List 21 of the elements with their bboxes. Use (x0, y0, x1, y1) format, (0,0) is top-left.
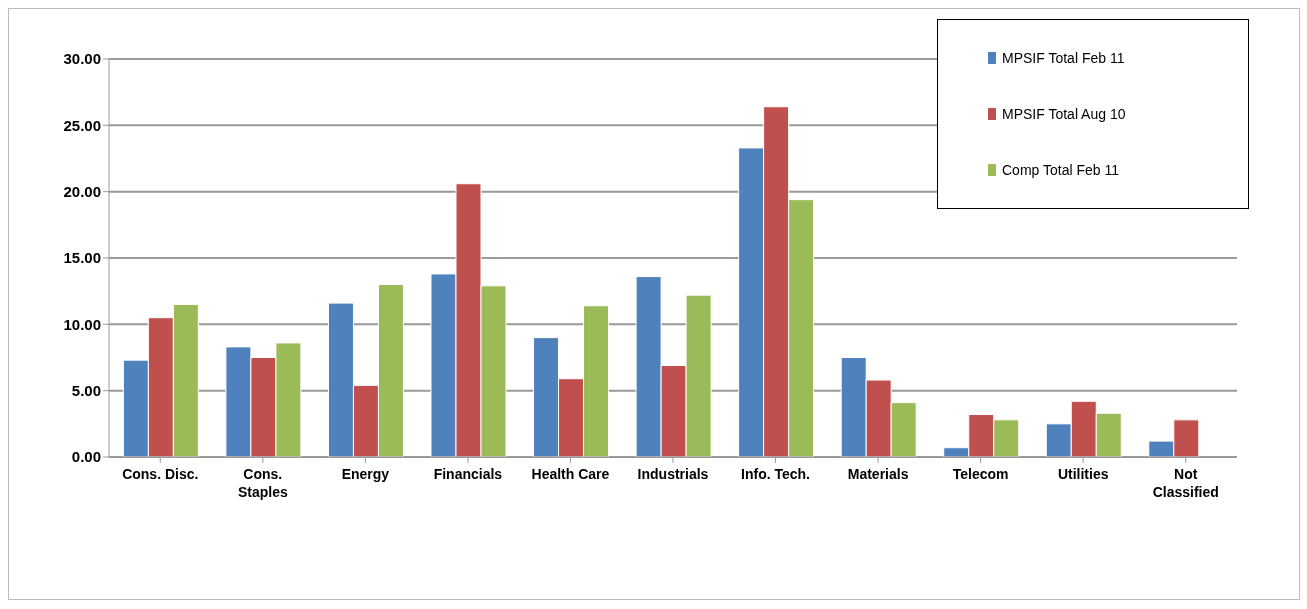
y-tick-label: 30.00 (63, 50, 101, 68)
x-tick-label: Energy (341, 466, 390, 482)
legend-label: Comp Total Feb 11 (1002, 162, 1119, 178)
y-tick-label: 10.00 (63, 315, 101, 333)
x-tick-label: Not Classified (1152, 466, 1219, 500)
x-tick-label: Telecom (952, 466, 1009, 482)
y-tick-label: 5.00 (71, 381, 101, 399)
x-tick-label: Utilities (1057, 466, 1109, 482)
x-tick-label: Financials (433, 466, 503, 482)
legend-label: MPSIF Total Feb 11 (1002, 50, 1125, 66)
x-tick-label: Cons. Disc. (122, 466, 199, 482)
legend-label: MPSIF Total Aug 10 (1002, 106, 1126, 122)
x-tick-label: Cons. Staples (237, 466, 288, 500)
y-tick-label: 20.00 (63, 182, 101, 200)
y-tick-label: 25.00 (63, 116, 101, 134)
x-tick-label: Health Care (531, 466, 610, 482)
x-tick-label: Materials (847, 466, 909, 482)
x-tick-label: Info. Tech. (741, 466, 811, 482)
y-tick-label: 15.00 (63, 249, 101, 267)
y-tick-label: 0.00 (71, 448, 101, 466)
x-tick-label: Industrials (637, 466, 709, 482)
